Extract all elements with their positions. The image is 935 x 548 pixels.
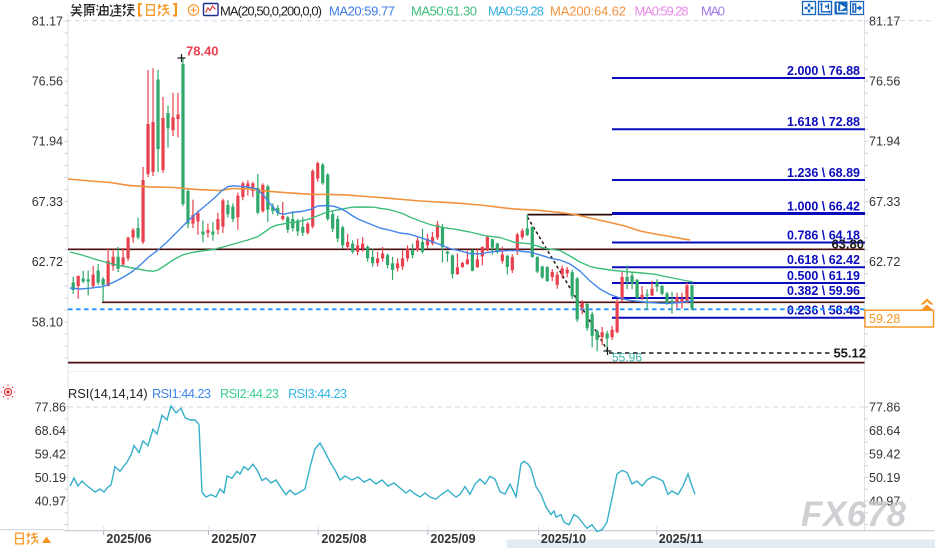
svg-text:2025/08: 2025/08 <box>321 532 366 546</box>
svg-text:77.86: 77.86 <box>869 400 900 414</box>
svg-text:76.56: 76.56 <box>32 75 63 89</box>
svg-text:0.500 \ 61.19: 0.500 \ 61.19 <box>787 269 860 283</box>
svg-text:MA(20,50,0,200,0,0): MA(20,50,0,200,0,0) <box>220 3 322 18</box>
svg-text:1.618 \ 72.88: 1.618 \ 72.88 <box>787 115 860 129</box>
svg-text:67.33: 67.33 <box>32 195 63 209</box>
svg-text:MA20:59.77: MA20:59.77 <box>329 3 395 18</box>
svg-text:55.96: 55.96 <box>612 351 642 365</box>
svg-text:67.33: 67.33 <box>869 195 900 209</box>
svg-text:0.618 \ 62.42: 0.618 \ 62.42 <box>787 253 860 267</box>
svg-text:40.97: 40.97 <box>869 494 900 508</box>
svg-text:68.64: 68.64 <box>35 424 66 438</box>
svg-text:0.382 \ 59.96: 0.382 \ 59.96 <box>787 284 860 298</box>
svg-text:MA0:59.28: MA0:59.28 <box>488 3 544 18</box>
svg-text:2025/09: 2025/09 <box>430 532 475 546</box>
svg-text:MA0: MA0 <box>701 3 725 18</box>
svg-text:59.42: 59.42 <box>869 447 900 461</box>
svg-text:62.72: 62.72 <box>869 255 900 269</box>
svg-text:FX678: FX678 <box>801 495 907 534</box>
svg-text:0.786 \ 64.18: 0.786 \ 64.18 <box>787 228 860 242</box>
svg-text:81.17: 81.17 <box>869 14 900 28</box>
svg-text:RSI3:44.23: RSI3:44.23 <box>288 386 347 401</box>
svg-text:2025/07: 2025/07 <box>211 532 256 546</box>
svg-text:MA200:64.62: MA200:64.62 <box>550 3 626 18</box>
svg-text:RSI(14,14,14): RSI(14,14,14) <box>68 386 148 401</box>
svg-text:59.28: 59.28 <box>869 312 900 326</box>
svg-text:1.236 \ 68.89: 1.236 \ 68.89 <box>787 166 860 180</box>
svg-text:0.236 \ 58.43: 0.236 \ 58.43 <box>787 304 860 318</box>
svg-text:78.40: 78.40 <box>186 44 219 59</box>
svg-text:2025/10: 2025/10 <box>541 532 586 546</box>
svg-text:50.19: 50.19 <box>35 471 66 485</box>
svg-text:40.97: 40.97 <box>35 494 66 508</box>
svg-text:59.42: 59.42 <box>35 447 66 461</box>
svg-text:2025/11: 2025/11 <box>659 532 704 546</box>
svg-text:55.12: 55.12 <box>833 346 866 361</box>
svg-text:2025/06: 2025/06 <box>106 532 151 546</box>
svg-text:71.94: 71.94 <box>32 135 63 149</box>
svg-text:81.17: 81.17 <box>32 14 63 28</box>
svg-text:MA0:59.28: MA0:59.28 <box>635 3 689 18</box>
svg-text:50.19: 50.19 <box>869 471 900 485</box>
svg-text:71.94: 71.94 <box>869 135 900 149</box>
svg-text:62.72: 62.72 <box>32 255 63 269</box>
svg-text:76.56: 76.56 <box>869 75 900 89</box>
svg-text:MA50:61.30: MA50:61.30 <box>411 3 477 18</box>
svg-text:63.80: 63.80 <box>831 237 864 252</box>
svg-text:68.64: 68.64 <box>869 424 900 438</box>
svg-text:RSI2:44.23: RSI2:44.23 <box>220 386 279 401</box>
svg-text:1.000 \ 66.42: 1.000 \ 66.42 <box>787 199 860 213</box>
svg-text:77.86: 77.86 <box>35 400 66 414</box>
svg-text:2.000 \ 76.88: 2.000 \ 76.88 <box>787 64 860 78</box>
svg-text:RSI1:44.23: RSI1:44.23 <box>152 386 211 401</box>
svg-text:58.10: 58.10 <box>32 315 63 329</box>
